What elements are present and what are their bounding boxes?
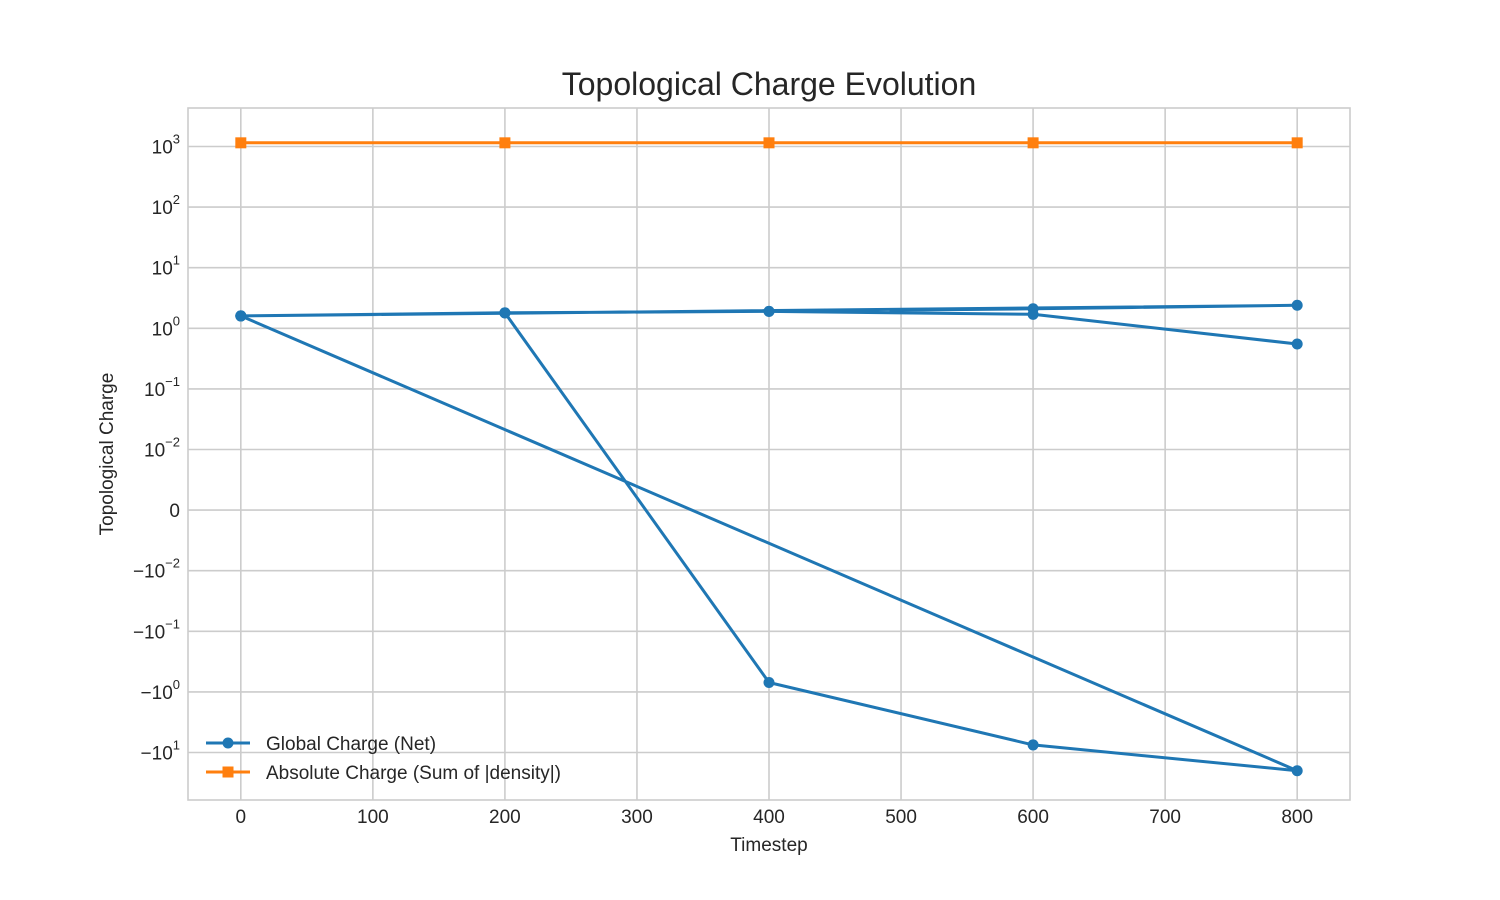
data-point-circle <box>1291 299 1303 311</box>
y-tick-label: −10−1 <box>133 616 180 643</box>
x-tick-label: 500 <box>885 807 917 828</box>
x-tick-label: 0 <box>236 807 247 828</box>
data-point-circle <box>763 677 775 689</box>
data-point-circle <box>235 310 247 322</box>
x-tick-label: 200 <box>489 807 521 828</box>
plot-frame <box>187 107 1351 801</box>
data-point-circle <box>1291 338 1303 350</box>
data-point-square <box>1027 137 1039 149</box>
x-tick-label: 300 <box>621 807 653 828</box>
plot-series <box>235 137 1303 777</box>
y-tick-label: 10−2 <box>144 435 180 462</box>
legend-marker-circle <box>222 737 234 749</box>
x-axis-ticks: 0 100 200 300 400 500 600 700 800 <box>236 807 1314 828</box>
x-tick-label: 600 <box>1017 807 1049 828</box>
data-point-square <box>235 137 247 149</box>
y-tick-label: 100 <box>152 313 180 340</box>
data-point-square <box>763 137 775 149</box>
y-tick-label: 102 <box>152 192 180 219</box>
y-tick-label: 103 <box>152 132 180 159</box>
y-axis-label: Topological Charge <box>97 373 118 536</box>
legend-marker-square <box>222 766 234 778</box>
data-point-square <box>1291 137 1303 149</box>
y-tick-label: −101 <box>141 738 180 765</box>
legend-label: Absolute Charge (Sum of |density|) <box>266 763 561 784</box>
data-point-circle <box>763 305 775 317</box>
data-point-circle <box>1291 765 1303 777</box>
legend-label: Global Charge (Net) <box>266 734 436 755</box>
x-tick-label: 700 <box>1149 807 1181 828</box>
x-tick-label: 400 <box>753 807 785 828</box>
data-point-circle <box>1027 308 1039 320</box>
data-point-square <box>499 137 511 149</box>
x-axis-label: Timestep <box>730 835 807 856</box>
y-axis-ticks: 103 102 101 100 10−1 10−2 0 −10−2 −10−1 −100 −101 <box>133 132 180 765</box>
data-point-circle <box>499 307 511 319</box>
y-tick-label: −100 <box>141 677 180 704</box>
y-tick-label: 10−1 <box>144 374 180 401</box>
x-tick-label: 100 <box>357 807 389 828</box>
x-tick-label: 800 <box>1281 807 1313 828</box>
legend: Global Charge (Net) Absolute Charge (Sum … <box>206 734 561 784</box>
chart-title: Topological Charge Evolution <box>562 66 976 102</box>
y-tick-label: 0 <box>169 501 180 522</box>
y-tick-label: 101 <box>152 253 180 280</box>
y-tick-label: −10−2 <box>133 556 180 583</box>
data-point-circle <box>1027 739 1039 751</box>
